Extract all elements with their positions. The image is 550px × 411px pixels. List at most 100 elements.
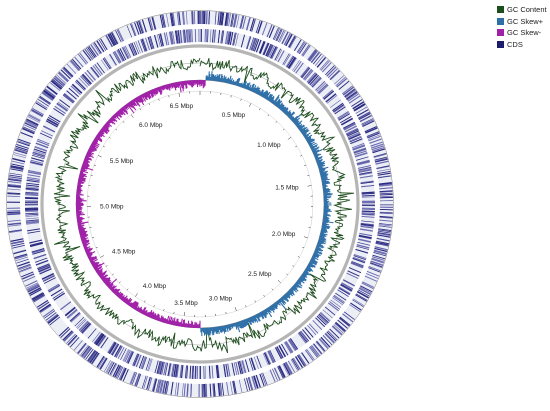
gc-skew-plus-bar <box>308 141 315 146</box>
cds-feature <box>48 284 60 292</box>
cds-feature <box>83 347 93 359</box>
gc-skew-plus-bar <box>269 306 275 313</box>
cds-feature <box>80 344 89 356</box>
cds-feature <box>209 383 212 397</box>
cds-feature <box>299 331 309 343</box>
cds-feature <box>113 51 121 64</box>
cds-feature <box>332 102 344 112</box>
gc-skew-plus-bar <box>248 317 253 325</box>
cds-feature <box>25 187 39 190</box>
gc-skew-minus-bar <box>83 244 89 247</box>
gc-skew-minus-bar <box>76 193 84 196</box>
cds-feature <box>23 275 36 282</box>
cds-feature <box>124 45 132 58</box>
minor-tick <box>245 305 247 308</box>
gc-skew-plus-bar <box>315 249 319 252</box>
gc-skew-minus-bar <box>89 257 98 262</box>
cds-feature <box>358 238 371 243</box>
gc-skew-plus-bar <box>314 153 320 157</box>
gc-skew-plus-bar <box>309 260 317 266</box>
minor-tick <box>254 300 256 303</box>
cds-feature <box>111 32 119 45</box>
gc-skew-minus-bar <box>95 137 103 143</box>
cds-feature <box>90 44 99 56</box>
gc-skew-minus-bar <box>136 97 140 103</box>
cds-feature <box>141 19 147 33</box>
gc-skew-minus-bar <box>91 143 99 149</box>
gc-skew-plus-bar <box>320 232 328 236</box>
cds-feature <box>366 270 380 277</box>
cds-feature <box>91 44 99 56</box>
cds-feature <box>98 335 107 347</box>
cds-feature <box>174 382 178 396</box>
cds-feature <box>21 273 35 279</box>
cds-feature <box>343 311 355 320</box>
gc-skew-minus-bar <box>108 283 114 289</box>
cds-feature <box>307 49 317 61</box>
gc-skew-plus-bar <box>323 190 331 193</box>
gc-skew-plus-bar <box>265 91 271 100</box>
gc-skew-minus-bar <box>109 285 115 290</box>
gc-skew-plus-bar <box>298 124 305 130</box>
gc-skew-minus-bar <box>80 234 88 238</box>
cds-feature <box>81 74 92 85</box>
cds-feature <box>263 352 271 365</box>
gc-skew-minus-bar <box>112 288 118 293</box>
cds-track-forward <box>7 10 393 397</box>
cds-feature <box>26 283 39 290</box>
gc-skew-plus-bar <box>241 84 244 88</box>
gc-skew-plus-bar <box>323 188 329 190</box>
cds-feature <box>211 365 214 379</box>
gc-skew-minus-bar <box>166 320 169 324</box>
cds-feature <box>11 242 25 247</box>
cds-feature <box>32 294 45 302</box>
cds-feature <box>216 365 220 379</box>
cds-feature <box>159 379 163 393</box>
gc-skew-plus-bar <box>301 275 306 279</box>
cds-feature <box>342 85 353 95</box>
cds-feature <box>352 298 365 306</box>
cds-feature <box>301 352 310 364</box>
gc-skew-minus-bar <box>161 317 165 323</box>
cds-feature <box>360 224 374 228</box>
cds-feature <box>54 77 65 87</box>
cds-feature <box>66 90 77 100</box>
cds-feature <box>319 59 329 70</box>
cds-feature <box>161 361 165 375</box>
cds-feature <box>17 140 31 146</box>
gc-skew-plus-bar <box>256 87 261 94</box>
cds-feature <box>378 225 392 228</box>
gc-skew-minus-bar <box>111 285 117 292</box>
gc-skew-plus-bar <box>296 280 302 285</box>
gc-skew-minus-bar <box>76 212 84 215</box>
gc-skew-minus-bar <box>102 277 108 282</box>
cds-feature <box>373 153 387 158</box>
cds-feature <box>361 195 375 197</box>
cds-feature <box>370 260 384 266</box>
gc-skew-plus-bar <box>314 251 319 255</box>
cds-feature <box>136 373 142 387</box>
cds-feature <box>56 102 68 111</box>
cds-feature <box>180 30 183 44</box>
cds-feature <box>173 364 177 378</box>
cds-feature <box>7 219 21 222</box>
gc-skew-minus-bar <box>177 81 180 88</box>
cds-feature <box>63 331 73 341</box>
cds-feature <box>236 14 240 28</box>
gc-skew-minus-bar <box>109 118 116 125</box>
cds-feature <box>353 148 367 154</box>
cds-feature <box>270 46 277 59</box>
gc-skew-minus-bar <box>76 213 85 216</box>
cds-feature <box>111 343 119 356</box>
gc-skew-minus-bar <box>90 144 96 148</box>
cds-feature <box>267 44 274 58</box>
cds-feature <box>28 285 40 293</box>
gc-skew-minus-bar <box>141 307 146 314</box>
cds-feature <box>253 375 258 389</box>
gc-skew-plus-bar <box>245 82 249 89</box>
cds-feature <box>333 294 345 303</box>
gc-skew-minus-bar <box>128 302 132 307</box>
gc-skew-plus-bar <box>264 92 269 99</box>
legend-item-cds: CDS <box>497 39 549 50</box>
